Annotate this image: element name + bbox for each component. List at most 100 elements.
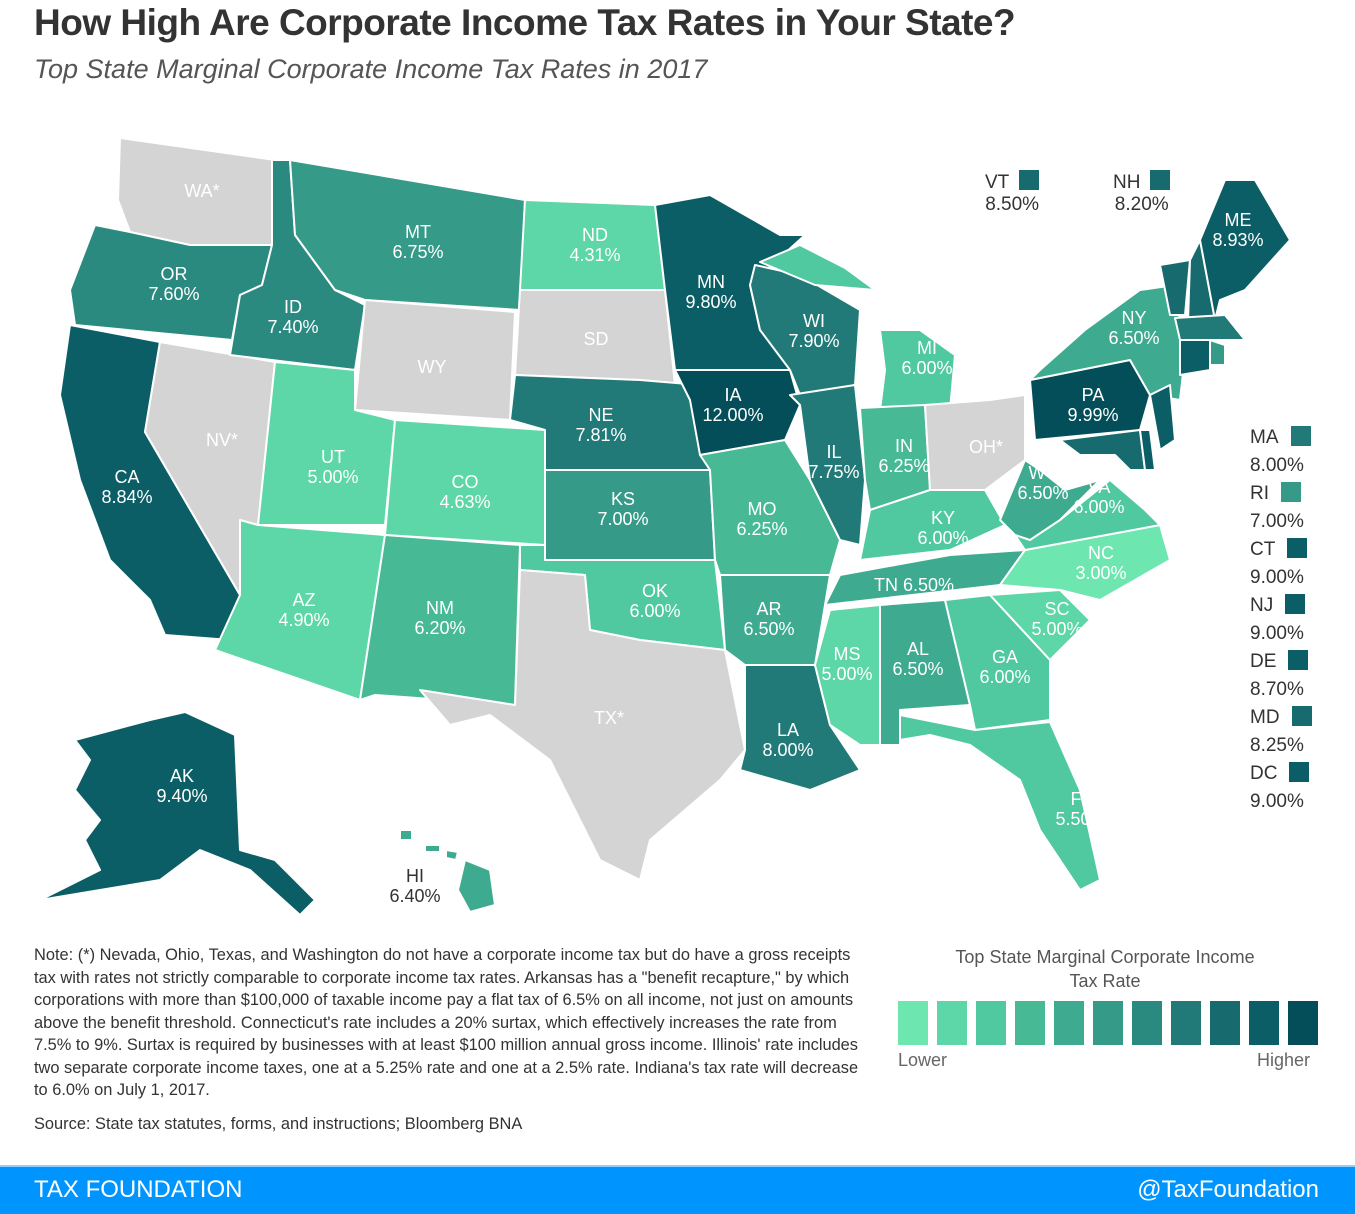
state-ri xyxy=(1209,339,1226,366)
state-code: WA* xyxy=(184,181,219,201)
state-mi xyxy=(759,244,876,291)
state-label-sd: SD xyxy=(583,329,608,349)
legend-swatch xyxy=(976,1001,1006,1045)
state-rate: 6.50% xyxy=(892,659,943,679)
page-title: How High Are Corporate Income Tax Rates … xyxy=(34,2,1016,43)
state-de xyxy=(1139,429,1156,471)
legend-low: Lower xyxy=(898,1050,948,1070)
color-swatch xyxy=(1291,706,1312,726)
state-code: NV* xyxy=(206,430,238,450)
state-ak xyxy=(39,711,316,916)
state-label-oh: OH* xyxy=(969,437,1003,457)
state-code: WY xyxy=(418,357,447,377)
state-rate: 7.75% xyxy=(808,462,859,482)
state-label-or: OR 7.60% xyxy=(148,264,199,304)
state-label-in: IN 6.25% xyxy=(878,436,929,476)
state-label-va: VA 6.00% xyxy=(1073,477,1124,517)
state-code: MN xyxy=(697,272,725,292)
state-code: NY xyxy=(1121,308,1146,328)
legend-title: Top State Marginal Corporate Income Tax … xyxy=(955,947,1255,991)
state-code: DC xyxy=(1250,763,1278,784)
subtitle: Top State Marginal Corporate Income Tax … xyxy=(34,54,708,84)
state-label-pa: PA 9.99% xyxy=(1067,385,1118,425)
state-rate: 6.00% xyxy=(1073,497,1124,517)
side-label-md: MD 8.25% xyxy=(1250,704,1312,760)
state-nj xyxy=(1149,384,1176,451)
state-code: MA xyxy=(1250,427,1279,448)
legend-swatch xyxy=(937,1001,967,1045)
state-wv xyxy=(999,459,1101,541)
state-tx xyxy=(419,569,746,881)
state-rate: 6.40% xyxy=(389,886,440,906)
twitter-handle[interactable]: @TaxFoundation xyxy=(1137,1176,1319,1203)
state-label-ga: GA 6.00% xyxy=(979,647,1030,687)
small-states-list: MA 8.00% RI 7.00% CT 9.00% NJ 9.00% DE 8.70% MD 8.2… xyxy=(1250,424,1312,816)
state-rate: 6.25% xyxy=(736,519,787,539)
state-rate: 4.63% xyxy=(439,492,490,512)
state-ny xyxy=(1029,284,1186,401)
side-label-ri: RI 7.00% xyxy=(1250,480,1312,536)
state-label-ut: UT 5.00% xyxy=(307,447,358,487)
state-label-ne: NE 7.81% xyxy=(575,405,626,445)
state-label-wy: WY xyxy=(418,357,447,377)
state-fl xyxy=(899,714,1101,891)
state-code: TX* xyxy=(594,708,624,728)
state-label-nv: NV* xyxy=(206,430,238,450)
state-rate: 7.81% xyxy=(575,425,626,445)
state-label-mo: MO 6.25% xyxy=(736,499,787,539)
state-label-ms: MS 5.00% xyxy=(821,644,872,684)
state-code: ME xyxy=(1225,210,1252,230)
state-code: ID xyxy=(284,297,302,317)
state-label-wv: WV 6.50% xyxy=(1017,463,1068,503)
state-rate: 6.25% xyxy=(878,456,929,476)
state-code: SD xyxy=(583,329,608,349)
state-rate: 4.31% xyxy=(569,245,620,265)
state-code: GA xyxy=(992,647,1018,667)
state-label-ok: OK 6.00% xyxy=(629,581,680,621)
state-code: OH* xyxy=(969,437,1003,457)
state-rate: 9.00% xyxy=(1250,567,1304,588)
state-code: MS xyxy=(834,644,861,664)
state-rate: 5.00% xyxy=(307,467,358,487)
color-swatch xyxy=(1285,594,1306,614)
state-label-mt: MT 6.75% xyxy=(392,222,443,262)
legend-swatch xyxy=(1288,1001,1318,1045)
state-label-ca: CA 8.84% xyxy=(101,467,152,507)
state-ct xyxy=(1179,339,1211,376)
state-label-mn: MN 9.80% xyxy=(685,272,736,312)
state-label-nd: ND 4.31% xyxy=(569,225,620,265)
legend-swatch xyxy=(1171,1001,1201,1045)
side-label-nh: NH 8.20% xyxy=(1113,170,1171,215)
state-code: KY xyxy=(931,508,955,528)
state-rate: 3.00% xyxy=(1075,563,1126,583)
state-rate: 6.00% xyxy=(629,601,680,621)
color-swatch xyxy=(1019,170,1040,190)
side-label-nj: NJ 9.00% xyxy=(1250,592,1312,648)
state-code: MD xyxy=(1250,707,1280,728)
state-label-nm: NM 6.20% xyxy=(414,598,465,638)
state-code: MO xyxy=(748,499,777,519)
state-code: CT xyxy=(1250,539,1276,560)
side-label-ct: CT 9.00% xyxy=(1250,536,1312,592)
state-code: CA xyxy=(114,467,139,487)
footnote: Note: (*) Nevada, Ohio, Texas, and Washi… xyxy=(34,946,859,1099)
legend-swatch xyxy=(1249,1001,1279,1045)
state-label-ak: AK 9.40% xyxy=(156,766,207,806)
state-label-ia: IA 12.00% xyxy=(702,385,763,425)
state-code: HI xyxy=(406,866,424,886)
state-rate: 9.80% xyxy=(685,292,736,312)
state-label-tn: TN 6.50% xyxy=(874,575,954,595)
state-code: AR xyxy=(756,599,781,619)
state-rate: 9.00% xyxy=(1250,623,1304,644)
state-code: LA xyxy=(777,720,799,740)
state-label-ar: AR 6.50% xyxy=(743,599,794,639)
state-label-co: CO 4.63% xyxy=(439,472,490,512)
state-label-ky: KY 6.00% xyxy=(917,508,968,548)
color-swatch xyxy=(1289,762,1310,782)
state-code: AZ xyxy=(292,590,315,610)
state-label-fl: FL 5.50% xyxy=(1055,789,1106,829)
state-code: FL xyxy=(1070,789,1091,809)
state-code: NJ xyxy=(1250,595,1274,616)
source: Source: State tax statutes, forms, and i… xyxy=(34,1115,523,1133)
state-rate: 5.00% xyxy=(821,664,872,684)
